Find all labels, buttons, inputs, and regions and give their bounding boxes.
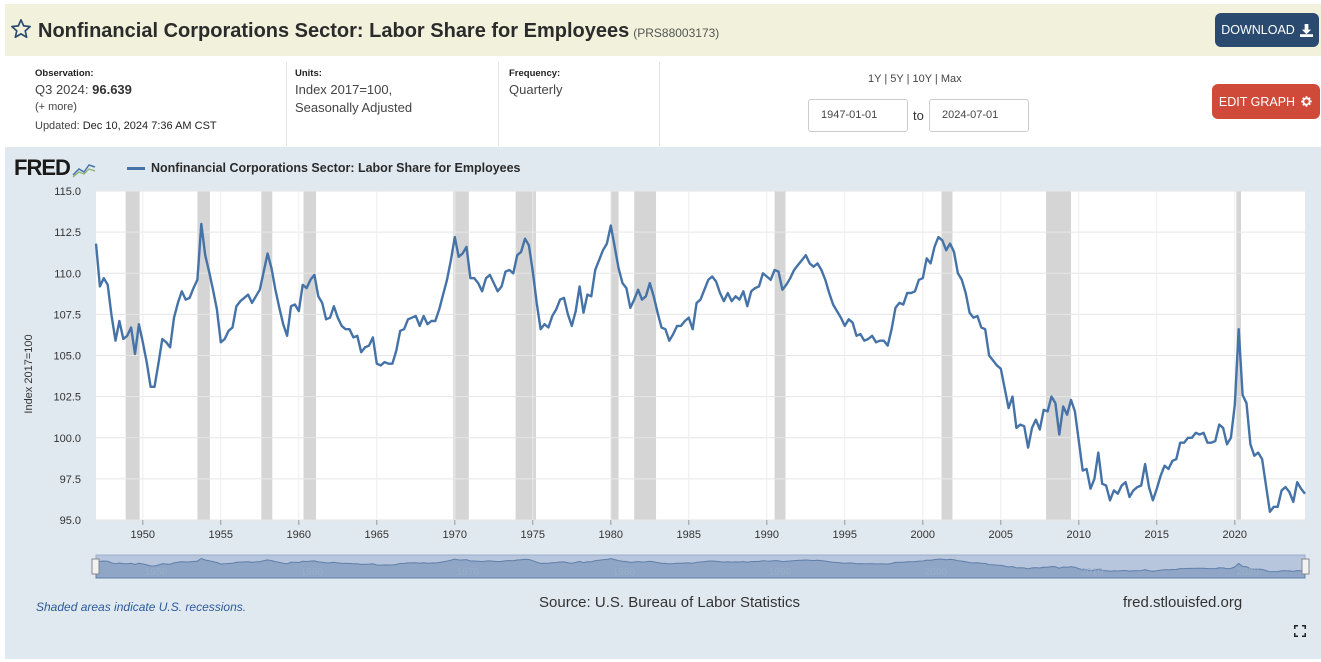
x-tick-label: 1965 [365,529,389,541]
page-title: Nonfinancial Corporations Sector: Labor … [38,20,719,43]
navigator-label: 2000 [925,567,948,578]
x-tick-label: 2005 [989,529,1013,541]
series-line [94,222,1306,513]
edit-graph-button[interactable]: EDIT GRAPH [1212,84,1320,119]
y-tick-label: 110.0 [54,268,81,280]
observation-panel: Observation: Q3 2024: 96.639 (+ more) Up… [35,62,275,146]
navigator-label: 1980 [613,567,636,578]
range-max[interactable]: Max [940,73,962,85]
y-tick-label: 105.0 [53,351,81,363]
units-label: Units: [295,68,322,79]
more-link[interactable]: (+ more) [35,101,77,113]
y-axis-ticks: 115.0 112.5 110.0 107.5 105.0 102.5 100.0 97.5 9… [53,186,81,527]
range-separator: | [881,73,891,85]
x-tick-label: 2015 [1145,529,1169,541]
divider [286,62,287,146]
line-chart[interactable]: 115.0 112.5 110.0 107.5 105.0 102.5 100.0 97.5 9… [5,147,1321,659]
y-tick-label: 112.5 [54,227,81,239]
y-tick-label: 95.0 [60,515,81,527]
navigator-label: 1950 [145,567,168,578]
x-tick-label: 2010 [1067,529,1091,541]
legend-label: Nonfinancial Corporations Sector: Labor … [151,161,521,175]
x-tick-label: 2000 [911,529,935,541]
x-axis-ticks: 1950 1955 1960 1965 1970 1975 1980 1985 1990 1995… [131,520,1247,541]
x-tick-label: 1955 [209,529,233,541]
divider [659,62,660,146]
y-tick-label: 100.0 [53,433,81,445]
gridlines [96,190,1305,521]
range-separator: | [931,73,941,85]
x-tick-label: 1995 [833,529,857,541]
download-icon [1299,23,1313,37]
divider [498,62,499,146]
x-tick-label: 1975 [521,529,545,541]
chart-legend: Nonfinancial Corporations Sector: Labor … [127,161,521,175]
edit-graph-label: EDIT GRAPH [1218,94,1296,109]
legend-swatch [127,166,145,170]
observation-period: Q3 2024: [35,82,89,97]
download-label: DOWNLOAD [1221,23,1295,37]
updated-value: Dec 10, 2024 7:36 AM CST [82,120,217,132]
title-bar: Nonfinancial Corporations Sector: Labor … [5,4,1321,56]
units-line1: Index 2017=100, [295,82,393,97]
navigator-label: 2020 [1237,567,1260,578]
x-tick-label: 1950 [131,529,155,541]
units-panel: Units: Index 2017=100, Seasonally Adjust… [295,62,490,146]
x-tick-label: 1970 [443,529,467,541]
series-lines [94,222,1306,513]
x-tick-label: 2020 [1223,529,1247,541]
y-tick-label: 115.0 [54,186,81,198]
frequency-value: Quarterly [509,82,563,97]
star-icon[interactable] [10,18,32,40]
fullscreen-icon[interactable] [1294,625,1306,637]
navigator-handle-right[interactable] [1301,558,1310,575]
y-tick-label: 102.5 [53,392,81,404]
range-navigator: 1950 1960 1970 1980 1990 2000 2010 2020 [91,554,1310,579]
y-axis-label: Index 2017=100 [23,334,35,413]
x-tick-label: 1990 [755,529,779,541]
range-1y[interactable]: 1Y [868,73,882,85]
units-line2: Seasonally Adjusted [295,100,413,115]
x-tick-label: 1980 [599,529,623,541]
chart-panel: FRED Nonfinancial Corporations Sector: L… [5,147,1321,659]
start-date-input[interactable]: 1947-01-01 [808,99,908,132]
download-button[interactable]: DOWNLOAD [1215,13,1319,47]
navigator-series [95,557,1306,579]
range-10y[interactable]: 10Y [912,73,932,85]
frequency-panel: Frequency: Quarterly [509,62,649,146]
gear-icon [1301,96,1312,107]
fred-logo: FRED [14,155,96,181]
recession-note: Shaded areas indicate U.S. recessions. [36,600,247,614]
source-text: Source: U.S. Bureau of Labor Statistics [539,594,800,611]
observation-label: Observation: [35,68,94,79]
to-label: to [913,108,924,123]
navigator-label: 2010 [1081,567,1104,578]
series-id: (PRS88003173) [633,26,720,40]
frequency-label: Frequency: [509,68,561,79]
navigator-label: 1990 [769,567,792,578]
navigator-label: 1960 [301,567,324,578]
series-title: Nonfinancial Corporations Sector: Labor … [38,20,630,42]
site-url: fred.stlouisfed.org [1123,594,1243,611]
range-selector: 1Y | 5Y | 10Y | Max [868,73,962,85]
x-tick-label: 1985 [677,529,701,541]
y-tick-label: 107.5 [53,309,81,321]
x-tick-label: 1960 [287,529,311,541]
observation-value: 96.639 [92,82,132,97]
navigator-handle-left[interactable] [91,558,100,575]
range-separator: | [903,73,913,85]
updated-label: Updated: [35,120,80,132]
navigator-label: 1970 [457,567,480,578]
range-5y[interactable]: 5Y [890,73,904,85]
end-date-input[interactable]: 2024-07-01 [929,99,1029,132]
y-tick-label: 97.5 [60,474,81,486]
